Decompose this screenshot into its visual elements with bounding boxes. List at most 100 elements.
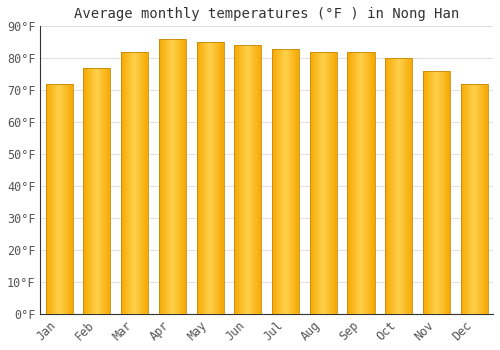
Bar	[214, 42, 215, 314]
Bar	[387, 58, 388, 314]
Bar	[460, 84, 488, 314]
Bar	[242, 46, 243, 314]
Bar	[133, 52, 134, 314]
Bar	[248, 46, 249, 314]
Bar	[196, 42, 224, 314]
Bar	[236, 46, 237, 314]
Bar	[109, 68, 110, 314]
Bar	[182, 39, 183, 314]
Bar	[60, 84, 61, 314]
Bar	[297, 49, 298, 314]
Bar	[87, 68, 88, 314]
Bar	[436, 71, 437, 314]
Bar	[360, 52, 361, 314]
Bar	[55, 84, 56, 314]
Bar	[448, 71, 449, 314]
Bar	[404, 58, 406, 314]
Bar	[139, 52, 140, 314]
Bar	[348, 52, 374, 314]
Bar	[61, 84, 62, 314]
Bar	[333, 52, 334, 314]
Bar	[166, 39, 167, 314]
Bar	[365, 52, 366, 314]
Bar	[326, 52, 327, 314]
Bar	[165, 39, 166, 314]
Bar	[215, 42, 216, 314]
Bar	[444, 71, 445, 314]
Bar	[173, 39, 174, 314]
Bar	[240, 46, 241, 314]
Bar	[106, 68, 107, 314]
Bar	[364, 52, 365, 314]
Bar	[210, 42, 211, 314]
Bar	[177, 39, 178, 314]
Bar	[349, 52, 350, 314]
Bar	[424, 71, 425, 314]
Bar	[159, 39, 186, 314]
Bar	[388, 58, 389, 314]
Bar	[425, 71, 426, 314]
Bar	[46, 84, 73, 314]
Bar	[352, 52, 353, 314]
Bar	[179, 39, 180, 314]
Bar	[407, 58, 408, 314]
Bar	[278, 49, 279, 314]
Bar	[272, 49, 299, 314]
Bar	[445, 71, 446, 314]
Bar	[86, 68, 87, 314]
Bar	[206, 42, 207, 314]
Bar	[356, 52, 357, 314]
Bar	[140, 52, 141, 314]
Bar	[460, 84, 461, 314]
Bar	[314, 52, 315, 314]
Bar	[370, 52, 371, 314]
Bar	[367, 52, 368, 314]
Bar	[432, 71, 433, 314]
Bar	[127, 52, 128, 314]
Bar	[327, 52, 328, 314]
Bar	[130, 52, 131, 314]
Bar	[84, 68, 110, 314]
Bar	[93, 68, 94, 314]
Bar	[213, 42, 214, 314]
Bar	[362, 52, 363, 314]
Bar	[431, 71, 432, 314]
Bar	[443, 71, 444, 314]
Bar	[107, 68, 108, 314]
Bar	[211, 42, 212, 314]
Bar	[386, 58, 387, 314]
Bar	[136, 52, 137, 314]
Bar	[137, 52, 138, 314]
Bar	[423, 71, 424, 314]
Bar	[239, 46, 240, 314]
Bar	[144, 52, 145, 314]
Bar	[328, 52, 330, 314]
Bar	[124, 52, 125, 314]
Bar	[289, 49, 290, 314]
Bar	[251, 46, 252, 314]
Bar	[172, 39, 173, 314]
Bar	[319, 52, 320, 314]
Bar	[392, 58, 393, 314]
Bar	[470, 84, 471, 314]
Bar	[97, 68, 98, 314]
Bar	[209, 42, 210, 314]
Bar	[273, 49, 274, 314]
Bar	[66, 84, 67, 314]
Bar	[250, 46, 251, 314]
Bar	[463, 84, 464, 314]
Bar	[476, 84, 477, 314]
Bar	[441, 71, 442, 314]
Bar	[467, 84, 468, 314]
Bar	[88, 68, 90, 314]
Bar	[205, 42, 206, 314]
Bar	[123, 52, 124, 314]
Bar	[199, 42, 200, 314]
Bar	[433, 71, 434, 314]
Bar	[485, 84, 486, 314]
Bar	[275, 49, 276, 314]
Bar	[357, 52, 358, 314]
Bar	[208, 42, 209, 314]
Bar	[96, 68, 97, 314]
Bar	[395, 58, 396, 314]
